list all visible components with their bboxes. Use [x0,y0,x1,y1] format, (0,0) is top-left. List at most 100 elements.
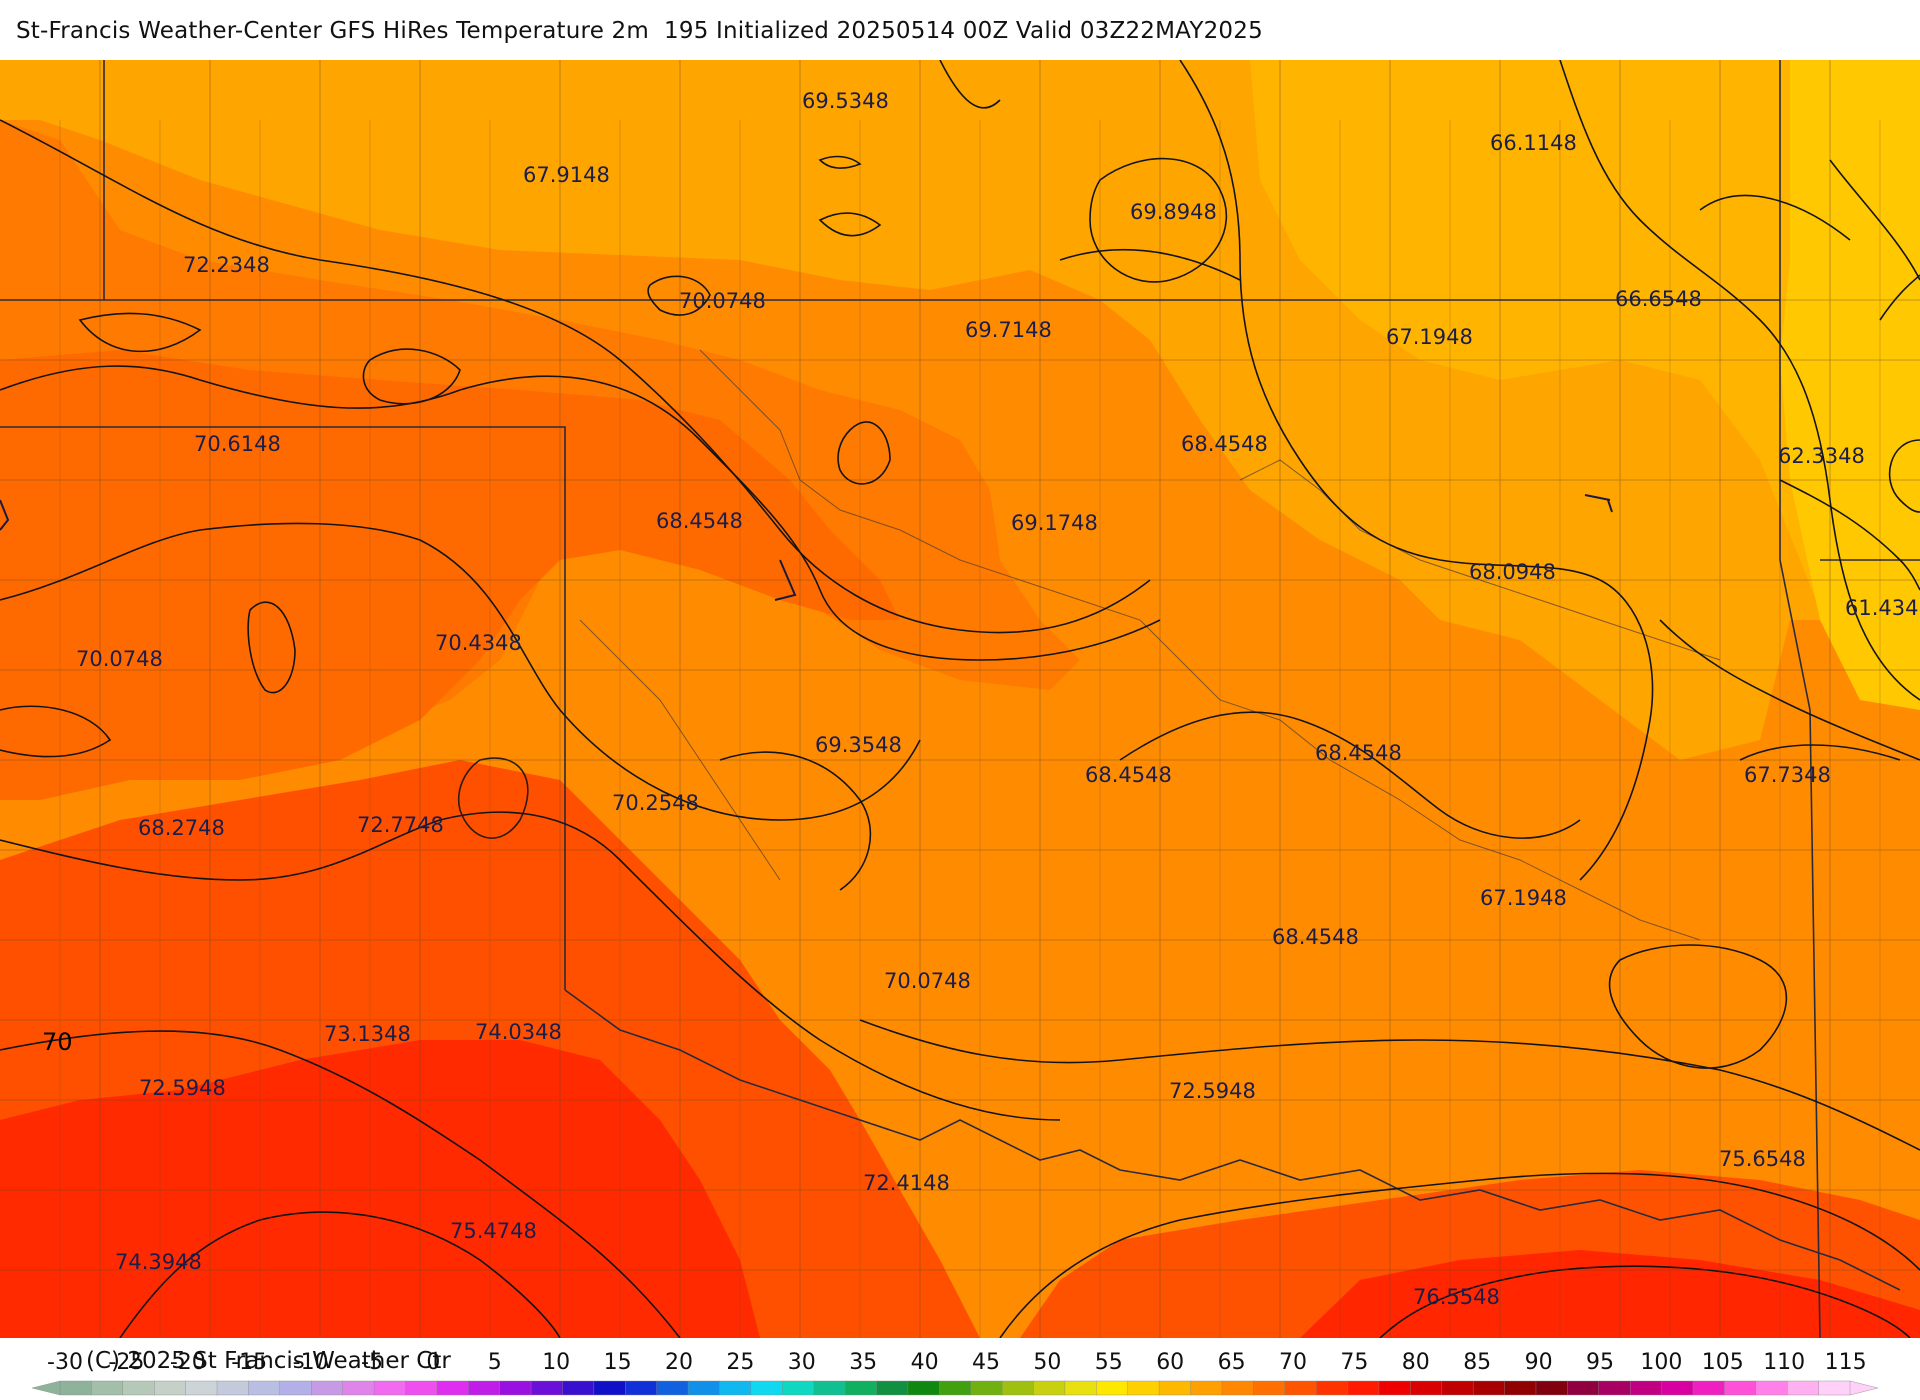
scale-tick-label: 10 [542,1350,570,1375]
contour-label: 70 [42,1028,73,1056]
temp-label: 68.0948 [1469,560,1556,584]
scale-swatch [1818,1380,1851,1396]
scale-tick-label: 115 [1825,1350,1867,1375]
scale-swatch [59,1380,93,1396]
scale-swatch [1504,1380,1537,1396]
scale-tick-label: 20 [665,1350,693,1375]
scale-swatch [1661,1380,1694,1396]
temp-fill-70-75-west [0,350,900,800]
temp-label: 72.4148 [863,1171,950,1195]
temp-fill-80-85-southwest [0,1040,760,1338]
scale-tick-label: 5 [488,1350,502,1375]
temp-label: 69.7148 [965,318,1052,342]
scale-swatch [1064,1380,1098,1396]
scale-swatch [342,1380,375,1396]
scale-tick-label: 60 [1156,1350,1184,1375]
scale-tick-label: -10 [293,1350,329,1375]
temp-label: 70.0748 [679,289,766,313]
scale-swatch [687,1380,721,1396]
temp-label: 74.3948 [115,1250,202,1274]
scale-tick-label: 30 [788,1350,816,1375]
scale-swatch [216,1380,250,1396]
scale-swatch [625,1380,658,1396]
scale-swatch [1221,1380,1255,1396]
scale-swatch [405,1380,438,1396]
scale-tick-label: -15 [231,1350,267,1375]
color-scale-svg: -30 -25 -20 -15 -10 -5 0 5 10 15 20 25 30 35 40 45 50 55 6… [31,1350,1879,1396]
temp-label: 70.6148 [194,432,281,456]
temp-label: 70.4348 [435,631,522,655]
scale-tick-label: -30 [47,1350,83,1375]
temp-label: 68.4548 [1272,925,1359,949]
scale-swatch [1190,1380,1223,1396]
scale-swatch [185,1380,218,1396]
scale-swatch [91,1380,124,1396]
scale-swatch [1410,1380,1443,1396]
scale-tick-label: 70 [1279,1350,1307,1375]
scale-swatch [970,1380,1003,1396]
color-scale-swatches [31,1380,1879,1396]
scale-swatch [750,1380,783,1396]
scale-tick-label: 75 [1340,1350,1368,1375]
scale-swatch [593,1380,626,1396]
color-scale-ticks: -30 -25 -20 -15 -10 -5 0 5 10 15 20 25 30 35 40 45 50 55 6… [47,1350,1867,1375]
scale-tick-label: 0 [426,1350,440,1375]
copyright-text: (C) 2025 St Francis Weather Ctr [86,1348,451,1374]
scale-swatch [154,1380,187,1396]
scale-swatch [844,1380,878,1396]
temperature-map: 69.5348 67.9148 69.8948 66.1148 72.2348 … [0,60,1920,1338]
scale-tick-label: 65 [1218,1350,1246,1375]
scale-tick-label: 90 [1525,1350,1553,1375]
scale-swatch [907,1380,940,1396]
scale-swatch [1598,1380,1631,1396]
temp-label: 69.5348 [802,89,889,113]
temp-label: 69.1748 [1011,511,1098,535]
scale-swatch [1378,1380,1412,1396]
scale-swatch [1001,1380,1035,1396]
scale-tick-label: -25 [108,1350,144,1375]
scale-tick-label: 85 [1463,1350,1491,1375]
scale-swatch [279,1380,312,1396]
scale-swatch [1284,1380,1317,1396]
scale-swatch [468,1380,501,1396]
scale-tick-label: 105 [1702,1350,1744,1375]
scale-swatch [1096,1380,1129,1396]
scale-swatch [311,1380,344,1396]
river-lines [579,349,1721,941]
temp-label: 75.4748 [450,1219,537,1243]
scale-swatch [562,1380,595,1396]
scale-swatch [1755,1380,1788,1396]
temp-label: 61.4348 [1845,596,1920,620]
scale-swatch [1315,1380,1349,1396]
scale-swatch [939,1380,972,1396]
scale-swatch [719,1380,752,1396]
scale-tick-label: 95 [1586,1350,1614,1375]
scale-low-arrow [31,1380,61,1396]
temp-fill-60-65-east [1250,60,1920,680]
scale-swatch [1629,1380,1663,1396]
scale-swatch [436,1380,469,1396]
temp-label: 70.0748 [884,969,971,993]
temp-label: 72.7748 [357,813,444,837]
scale-high-arrow [1849,1380,1879,1396]
temp-fill-55-60-east [1780,60,1920,710]
scale-tick-label: 45 [972,1350,1000,1375]
scale-swatch [1253,1380,1286,1396]
temp-label: 67.1948 [1480,886,1567,910]
scale-swatch [813,1380,846,1396]
scale-tick-label: 25 [726,1350,754,1375]
temp-label: 72.5948 [1169,1079,1256,1103]
temp-label: 68.4548 [656,509,743,533]
scale-tick-label: 80 [1402,1350,1430,1375]
temp-label: 68.4548 [1085,763,1172,787]
scale-tick-label: 110 [1763,1350,1805,1375]
scale-swatch [499,1380,532,1396]
scale-swatch [1441,1380,1474,1396]
scale-swatch [1127,1380,1160,1396]
scale-tick-label: 40 [911,1350,939,1375]
scale-tick-label: 50 [1033,1350,1061,1375]
state-boundaries [0,60,1920,1338]
wind-barbs [0,494,1613,601]
temp-label: 67.9148 [523,163,610,187]
temp-label: 70.0748 [76,647,163,671]
